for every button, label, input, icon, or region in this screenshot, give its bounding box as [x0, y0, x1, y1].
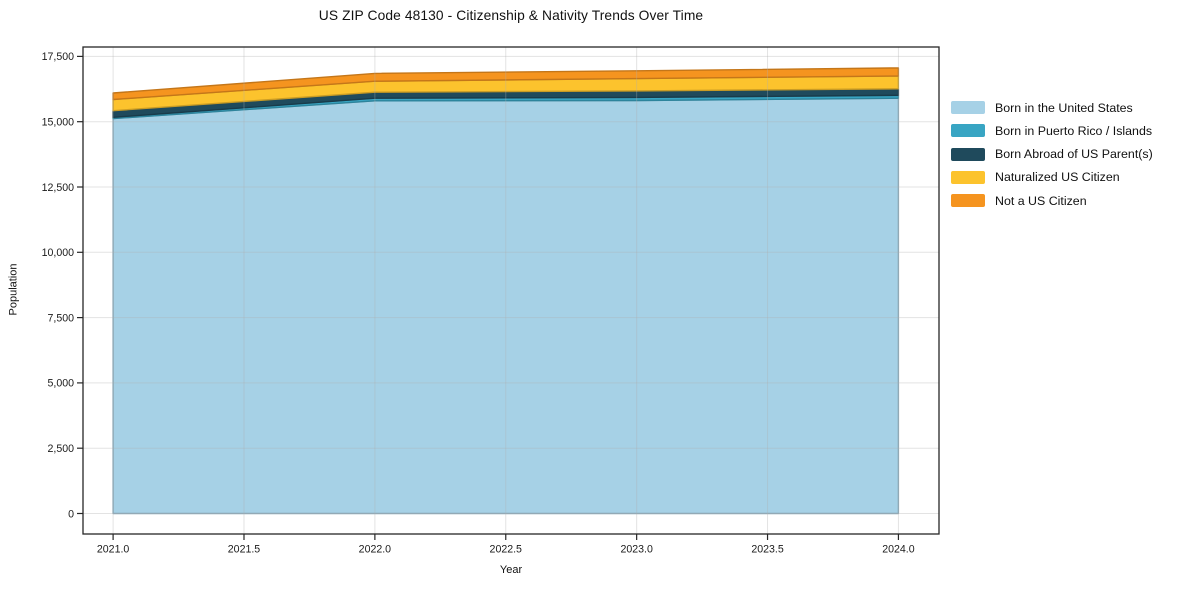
- y-tick-label: 5,000: [47, 378, 74, 390]
- legend-label: Born in Puerto Rico / Islands: [995, 123, 1153, 138]
- chart-title: US ZIP Code 48130 - Citizenship & Nativi…: [318, 8, 704, 23]
- legend-swatch: [951, 170, 985, 184]
- x-tick-label: 2022.0: [359, 544, 392, 556]
- y-tick-label: 17,500: [42, 51, 75, 63]
- x-tick-label: 2023.5: [751, 544, 784, 556]
- legend-item: Born in the United States: [951, 100, 1153, 115]
- legend-item: Naturalized US Citizen: [951, 170, 1153, 185]
- x-axis-label: Year: [499, 564, 523, 576]
- y-tick-label: 15,000: [42, 117, 75, 129]
- x-tick-label: 2023.0: [620, 544, 653, 556]
- legend-label: Naturalized US Citizen: [995, 170, 1120, 185]
- x-tick-label: 2021.5: [228, 544, 261, 556]
- legend-swatch: [951, 124, 985, 138]
- y-tick-label: 7,500: [47, 312, 74, 324]
- x-tick-label: 2024.0: [882, 544, 915, 556]
- y-axis-label: Population: [7, 263, 20, 316]
- legend-item: Not a US Citizen: [951, 193, 1153, 208]
- y-tick-label: 10,000: [42, 247, 75, 259]
- legend-item: Born in Puerto Rico / Islands: [951, 123, 1153, 138]
- legend-label: Not a US Citizen: [995, 193, 1087, 208]
- legend-label: Born Abroad of US Parent(s): [995, 147, 1153, 162]
- legend-swatch: [951, 147, 985, 161]
- area-series-4: [112, 67, 900, 101]
- legend: Born in the United States Born in Puerto …: [951, 101, 1153, 217]
- legend-item: Born Abroad of US Parent(s): [951, 147, 1153, 162]
- x-tick-label: 2021.0: [97, 544, 130, 556]
- y-tick-label: 12,500: [42, 182, 75, 194]
- legend-label: Born in the United States: [995, 100, 1133, 115]
- axes-frame: [82, 46, 940, 535]
- legend-swatch: [951, 101, 985, 114]
- y-tick-label: 0: [68, 508, 74, 520]
- x-tick-label: 2022.5: [490, 544, 523, 556]
- y-tick-label: 2,500: [47, 443, 74, 455]
- legend-swatch: [951, 194, 985, 208]
